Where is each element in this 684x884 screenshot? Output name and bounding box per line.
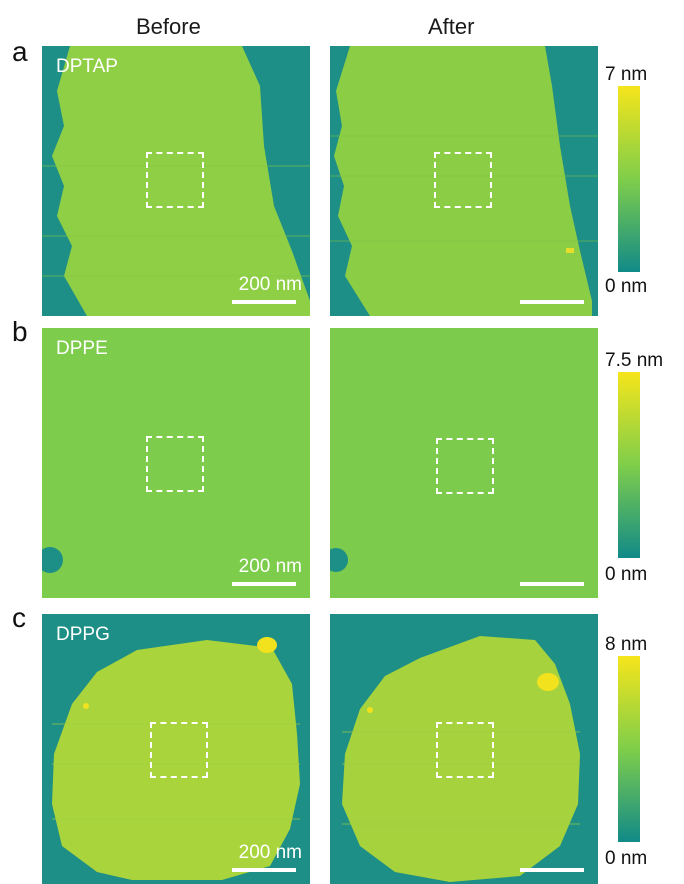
scalebar-label: 200 nm <box>238 842 302 863</box>
scalebar-label: 200 nm <box>238 274 302 295</box>
colorbar-max-label: 7.5 nm <box>605 350 664 371</box>
panel-a-before-image: DPTAP 200 nm <box>42 46 310 316</box>
panel-letter-b: b <box>12 316 28 347</box>
panel-letter-a: a <box>12 36 28 67</box>
panel-letter-c: c <box>12 602 26 633</box>
roi-box <box>436 722 494 778</box>
colorbar <box>618 372 640 558</box>
roi-box <box>146 152 204 208</box>
panel-b-before-image: DPPE 200 nm <box>42 328 310 598</box>
scalebar <box>520 868 584 872</box>
colorbar-max-label: 8 nm <box>605 634 648 655</box>
scalebar <box>520 582 584 586</box>
scalebar <box>232 300 296 304</box>
sample-label: DPPG <box>56 624 110 645</box>
colorbar <box>618 656 640 842</box>
colorbar-min-label: 0 nm <box>605 564 648 585</box>
panel-b-after-image <box>330 328 598 598</box>
scalebar-label: 200 nm <box>238 556 302 577</box>
panel-c-before-image: DPPG 200 nm <box>42 614 310 884</box>
scalebar <box>520 300 584 304</box>
colorbar-max-label: 7 nm <box>605 64 648 85</box>
roi-box <box>150 722 208 778</box>
column-header-before: Before <box>136 14 201 39</box>
sample-label: DPPE <box>56 338 108 359</box>
roi-box <box>146 436 204 492</box>
panel-c-after-image <box>330 614 598 884</box>
scalebar <box>232 582 296 586</box>
colorbar-min-label: 0 nm <box>605 848 648 869</box>
colorbar-min-label: 0 nm <box>605 276 648 297</box>
colorbar <box>618 86 640 272</box>
sample-label: DPTAP <box>56 56 118 77</box>
roi-box <box>436 438 494 494</box>
column-header-after: After <box>428 14 475 39</box>
roi-box <box>434 152 492 208</box>
scalebar <box>232 868 296 872</box>
panel-a-after-image <box>330 46 598 316</box>
